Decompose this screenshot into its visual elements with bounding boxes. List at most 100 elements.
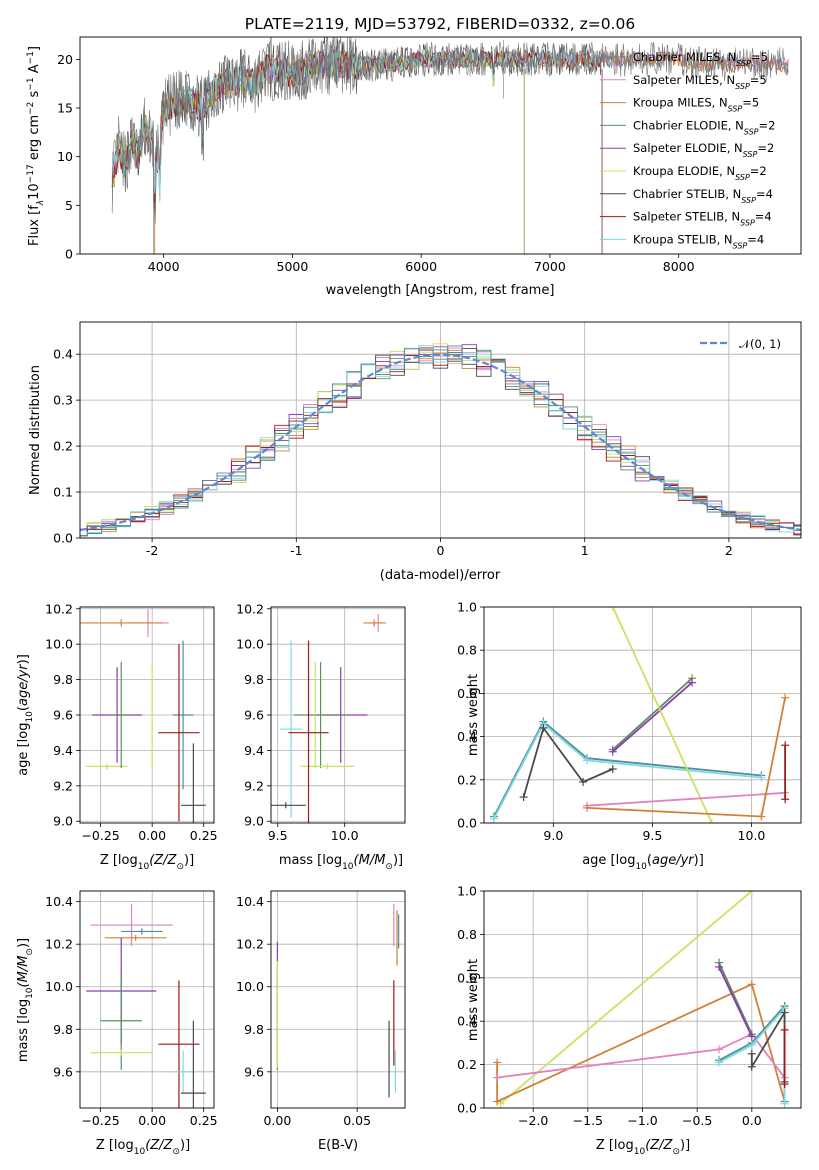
histogram-step-6 [80,348,801,537]
histogram-step-2 [80,349,801,537]
x-axis-label-sub: 10 [634,1147,646,1157]
x-tick-label: -1 [290,543,302,558]
x-tick-label: −0.25 [81,1113,119,1128]
weight-marker [715,962,724,971]
x-axis-label-main: mass [log [279,853,342,868]
y-tick-label: 10.4 [236,894,264,909]
x-axis-label-sub: 10 [342,862,354,872]
axes-age_vs_mass: 9.5 10.0 9.0 9.2 9.4 9.6 9.8 10.0 10.2 mass [log1… [236,601,406,872]
x-axis-label-tail: (Z/Z [149,853,177,868]
legend-main: Salpeter MILES, N [633,73,735,87]
errorbar-point [110,661,132,769]
weight-marker [747,1062,756,1071]
legend-entry: Kroupa MILES, NSSP=5 [633,96,759,114]
weight-marker [688,678,697,687]
y-tick-label: 9.8 [53,672,73,687]
y-tick-label: 0.3 [53,393,73,408]
y-tick-label: 0.8 [457,643,477,658]
x-axis-label-end: )] [680,1138,690,1153]
errorbar-point [158,980,200,1108]
y-axis-label: mass [log10(M/M⊙)] [16,938,35,1062]
x-axis-label: age [log10(age/yr)] [582,853,704,872]
weight-marker [780,1080,789,1089]
ylab-main: Flux [f [27,205,42,246]
weight-line-6 [522,725,614,798]
x-tick-label: 0.00 [138,828,166,843]
x-axis-label: E(B-V) [318,1138,358,1153]
histogram-step-8 [80,345,801,537]
weight-line-1 [496,1033,786,1079]
x-axis-label-tail: (M/M [354,853,386,868]
weight-line-4 [718,966,753,1037]
x-axis-label-sub: 10 [138,862,150,872]
figure-title: PLATE=2119, MJD=53792, FIBERID=0332, z=0… [245,15,635,33]
y-tick-label: 9.6 [53,708,73,723]
axes-age_vs_Z: −0.25 0.00 0.25 9.0 9.2 9.4 9.6 9.8 10.0 10.2 Z [l… [16,601,218,872]
x-axis-label: wavelength [Angstrom, rest frame] [326,283,555,298]
weight-line-5 [499,891,753,1105]
x-axis-label-sun: ⊙ [672,1147,680,1157]
legend-sub: SSP [735,81,750,90]
y-tick-label: 9.0 [53,814,73,829]
weight-line-3 [612,677,693,751]
axes-mass_weight_vs_Z: −2.0 −1.5 −1.0 −0.5 0.0 0.0 0.2 0.4 0.6 0.8 1.0 Z [… [457,884,802,1157]
legend-entry: Salpeter ELODIE, NSSP=2 [633,141,774,159]
weight-marker [747,1041,756,1050]
ylab-lambda: λ [36,200,46,206]
y-tick-label: 15 [57,101,73,116]
y-tick-label: 10.2 [236,601,264,616]
plot-area-mass_vs_EBV [276,903,400,1098]
x-axis-label-sun: ⊙ [176,862,184,872]
y-tick-label: 0.0 [53,531,73,546]
x-axis-label-sun: ⊙ [172,1147,180,1157]
errorbar-point [80,619,163,627]
weight-line-0 [493,720,762,817]
plot-area-mass_weight_vs_age [489,607,790,823]
y-axis-label: Normed distribution [28,365,43,495]
y-axis-label: mass weight [466,959,481,1041]
legend-sub: SSP [728,104,743,113]
weight-marker [747,891,756,895]
axes-frame [79,606,215,824]
x-tick-label: 0 [437,543,445,558]
axes-frame [270,606,406,824]
x-axis-label: Z [log10(Z/Z⊙)] [96,1138,190,1157]
weight-marker [781,741,790,750]
weight-marker [583,803,592,812]
errorbar-point [363,619,385,627]
legend-entry: Salpeter STELIB, NSSP=4 [633,210,772,228]
weight-marker [493,1073,502,1082]
x-axis-label-main: Z [log [96,1138,134,1153]
weight-marker [579,777,588,786]
errorbar-point [293,661,348,769]
y-tick-label: 10.0 [236,637,264,652]
weight-marker [781,795,790,804]
x-tick-label: −0.25 [81,828,119,843]
y-tick-label: 0.0 [457,816,477,831]
ylab-exp4: −1 [26,51,36,64]
legend-tail: =5 [751,50,768,64]
y-tick-label: 9.6 [244,708,264,723]
legend-tail: =4 [756,187,773,201]
legend-main: Kroupa STELIB, N [633,232,733,246]
x-axis-label-end: )] [180,1138,190,1153]
errorbar-point [288,640,329,823]
errorbar-point [181,1020,206,1108]
weight-line-8 [493,722,762,820]
x-axis-label-paren: ( [647,853,652,868]
plot-area-age_vs_Z [80,608,206,823]
legend-main: Kroupa ELODIE, N [633,164,735,178]
y-axis-label-sun: ⊙ [25,948,35,956]
y-tick-label: 0.0 [457,1101,477,1116]
y-axis-label-sub: 10 [25,987,35,999]
y-tick-label: 10.0 [45,979,73,994]
y-tick-label: 0.4 [457,1014,477,1029]
y-tick-label: 10 [57,149,73,164]
y-tick-label: 1.0 [457,884,477,899]
x-axis-label-main: Z [log [100,853,138,868]
weight-line-4 [612,681,693,753]
legend-entry: Salpeter MILES, NSSP=5 [633,73,767,91]
weight-marker [780,1025,789,1034]
weight-line-3 [718,962,753,1035]
